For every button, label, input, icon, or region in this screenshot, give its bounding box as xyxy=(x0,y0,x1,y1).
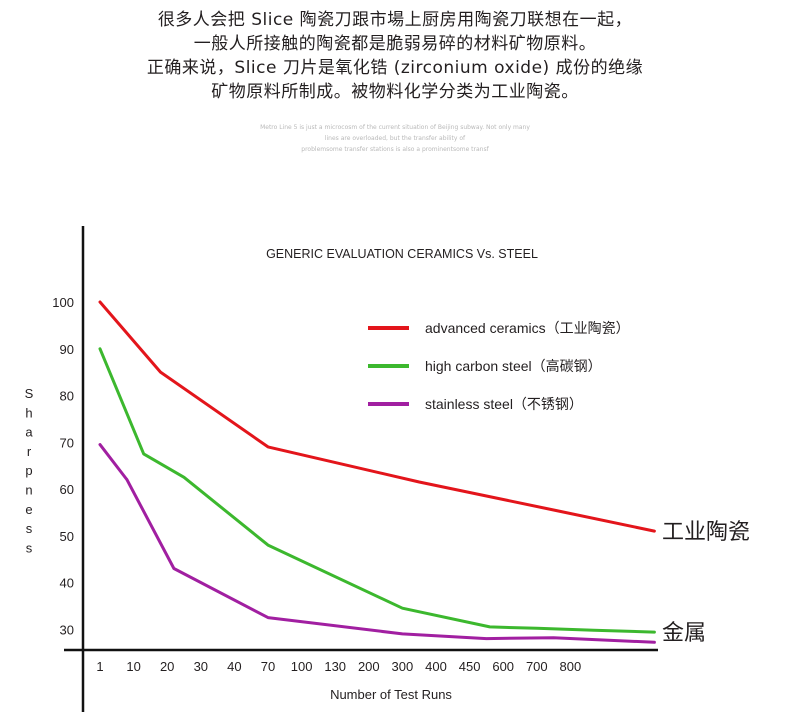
fine-print: Metro Line 5 is just a microcosm of the … xyxy=(0,122,790,155)
y-tick-labels: 100 90 80 70 60 50 40 30 xyxy=(52,295,74,637)
x-tick-label: 200 xyxy=(358,659,380,674)
x-tick-label: 70 xyxy=(261,659,275,674)
x-tick-label: 130 xyxy=(324,659,346,674)
legend: advanced ceramics（工业陶瓷） high carbon steel… xyxy=(368,320,630,412)
intro-line-2: 一般人所接触的陶瓷都是脆弱易碎的材料矿物原料。 xyxy=(193,34,597,54)
annotation-label: 工业陶瓷 xyxy=(662,519,750,544)
x-tick-label: 700 xyxy=(526,659,548,674)
y-tick-label: 60 xyxy=(60,482,74,497)
annotation-label: 金属 xyxy=(662,620,706,645)
y-axis-label-letter: S xyxy=(25,386,34,401)
x-tick-label: 300 xyxy=(392,659,414,674)
intro-line-4: 矿物原料所制成。被物料化学分类为工业陶瓷。 xyxy=(211,82,579,102)
y-axis-label-letter: s xyxy=(26,540,33,555)
y-axis-label-letter: r xyxy=(27,444,32,459)
y-axis-label-letter: a xyxy=(25,425,33,440)
fine-print-line-3: problemsome transfer stations is also a … xyxy=(301,146,489,153)
x-tick-label: 10 xyxy=(126,659,140,674)
x-tick-label: 100 xyxy=(291,659,313,674)
y-tick-label: 30 xyxy=(60,622,74,637)
x-tick-label: 450 xyxy=(459,659,481,674)
legend-entry: stainless steel（不锈钢） xyxy=(425,396,583,412)
series-line-a11fa1 xyxy=(98,443,656,644)
intro-line-3: 正确来说，Slice 刀片是氧化锆 (zirconium oxide) 成份的绝… xyxy=(146,58,644,78)
x-axis-label: Number of Test Runs xyxy=(330,687,452,702)
y-tick-label: 50 xyxy=(60,529,74,544)
y-axis-label-letter: e xyxy=(25,502,32,517)
chart-title: GENERIC EVALUATION CERAMICS Vs. STEEL xyxy=(266,247,538,261)
series-line-e3151b xyxy=(98,300,656,533)
intro-line-1: 很多人会把 Slice 陶瓷刀跟市場上厨房用陶瓷刀联想在一起， xyxy=(157,10,633,30)
fine-print-line-2: lines are overloaded, but the transfer a… xyxy=(324,135,466,142)
series-line-3cb82e xyxy=(98,347,656,634)
y-tick-label: 100 xyxy=(52,295,74,310)
legend-entry: advanced ceramics（工业陶瓷） xyxy=(425,320,630,336)
x-tick-labels: 1 10 20 30 40 70 100 130 200 300 400 450 600 700 800 xyxy=(96,659,581,674)
legend-entry: high carbon steel（高碳钢） xyxy=(425,358,602,374)
y-axis-label-letter: s xyxy=(26,521,33,536)
x-tick-label: 20 xyxy=(160,659,174,674)
y-axis-label-letter: p xyxy=(25,463,32,478)
y-tick-label: 70 xyxy=(60,435,74,450)
y-tick-label: 80 xyxy=(60,389,74,404)
x-tick-label: 30 xyxy=(194,659,208,674)
x-tick-label: 800 xyxy=(560,659,582,674)
x-tick-label: 400 xyxy=(425,659,447,674)
y-axis-label-letter: h xyxy=(25,405,32,420)
intro-paragraph: 很多人会把 Slice 陶瓷刀跟市場上厨房用陶瓷刀联想在一起， 一般人所接触的陶… xyxy=(0,8,790,104)
x-tick-label: 600 xyxy=(492,659,514,674)
x-tick-label: 40 xyxy=(227,659,241,674)
series-lines xyxy=(98,300,656,644)
y-tick-label: 90 xyxy=(60,342,74,357)
fine-print-line-1: Metro Line 5 is just a microcosm of the … xyxy=(260,124,530,131)
x-tick-label: 1 xyxy=(96,659,103,674)
y-tick-label: 40 xyxy=(60,576,74,591)
y-axis-label-letter: n xyxy=(25,483,32,498)
